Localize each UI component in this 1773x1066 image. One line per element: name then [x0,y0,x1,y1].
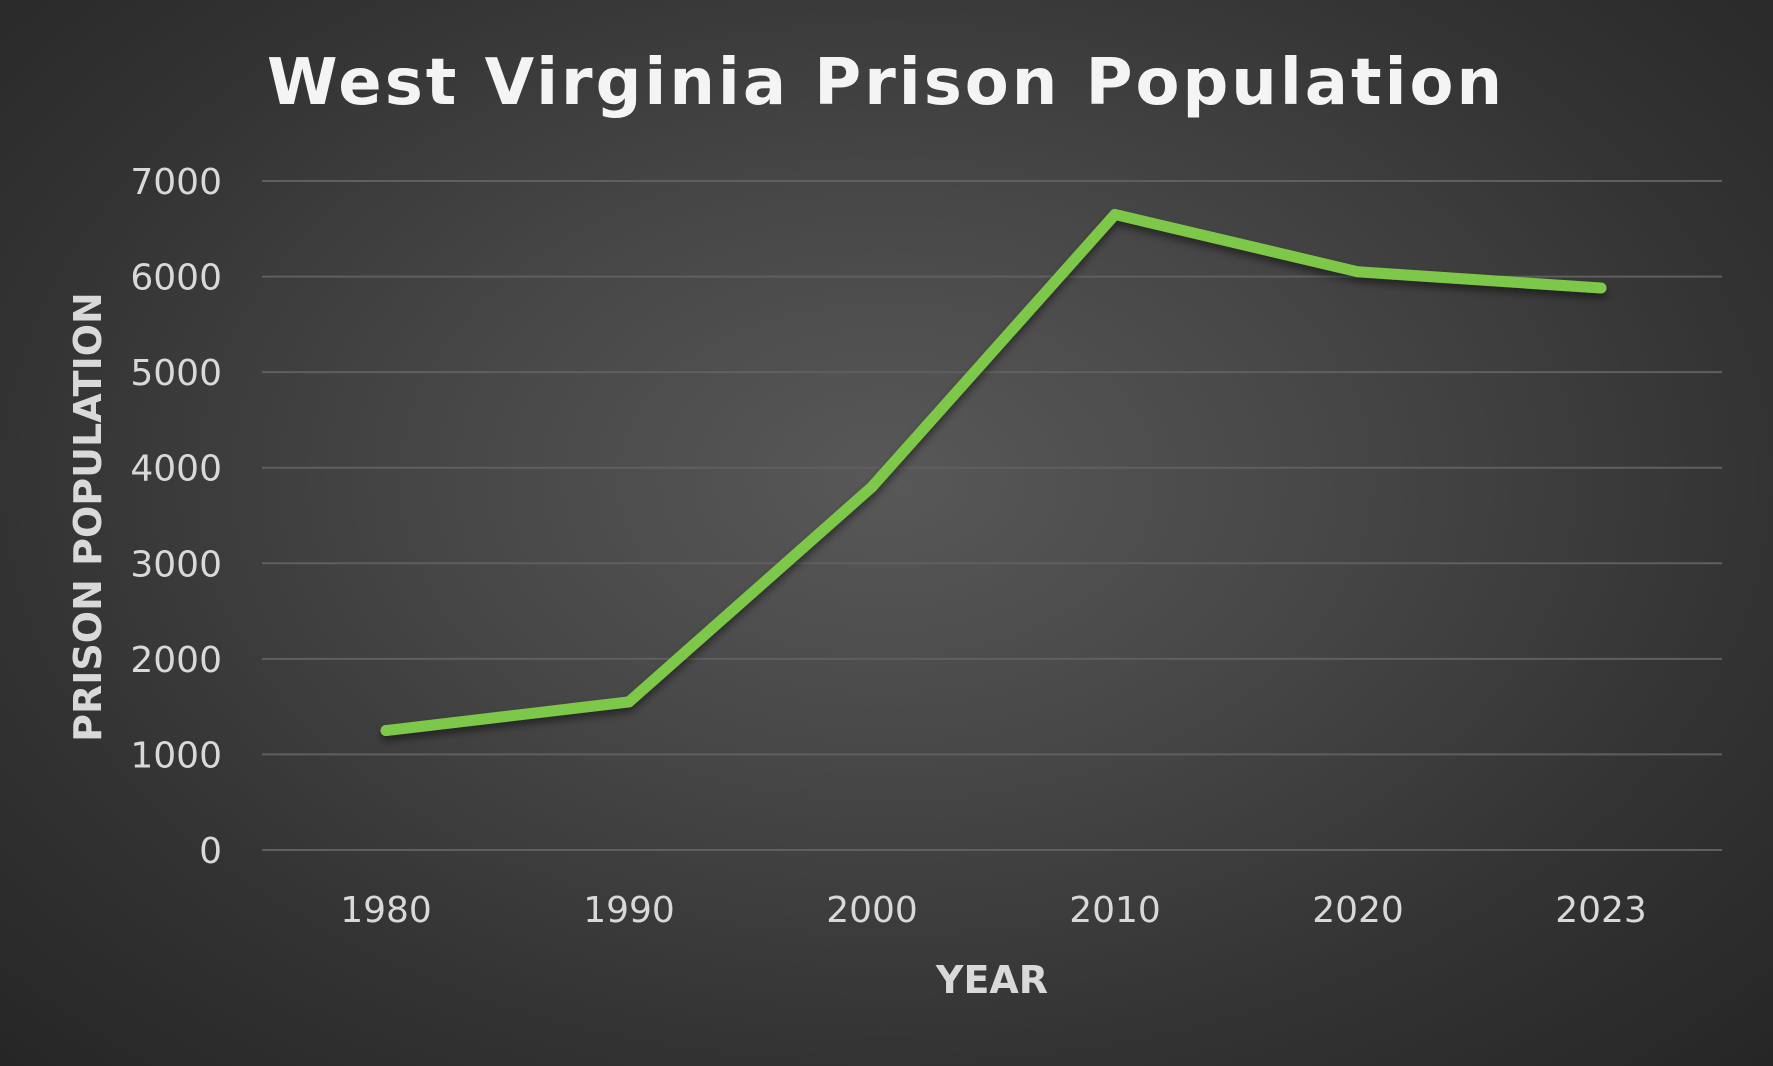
y-tick-label: 0 [199,831,222,872]
y-tick-label: 3000 [130,544,222,585]
gridlines [262,180,1722,851]
data-point [623,696,635,708]
y-tick-label: 6000 [130,258,222,299]
y-axis-ticks: 0 1000 2000 3000 4000 5000 6000 7000 [130,162,222,872]
x-axis-ticks: 1980 1990 2000 2010 2020 2023 [340,890,1647,931]
data-point [1595,282,1607,294]
y-axis-title: PRISON POPULATION [66,292,110,742]
data-point [1352,266,1364,278]
x-tick-label: 1980 [340,890,432,931]
y-tick-label: 5000 [130,353,222,394]
series-layer [380,208,1607,737]
x-tick-label: 2000 [826,890,918,931]
chart-title: West Virginia Prison Population [267,46,1505,120]
y-tick-label: 1000 [130,735,222,776]
data-point [380,725,392,737]
x-tick-label: 2020 [1312,890,1404,931]
y-tick-label: 2000 [130,640,222,681]
data-point [1109,208,1121,220]
x-tick-label: 2023 [1555,890,1647,931]
y-tick-label: 7000 [130,162,222,203]
x-tick-label: 1990 [583,890,675,931]
data-point [866,481,878,493]
x-tick-label: 2010 [1069,890,1161,931]
series-line [380,208,1607,737]
x-axis-title: YEAR [935,958,1048,1002]
y-tick-label: 4000 [130,449,222,490]
